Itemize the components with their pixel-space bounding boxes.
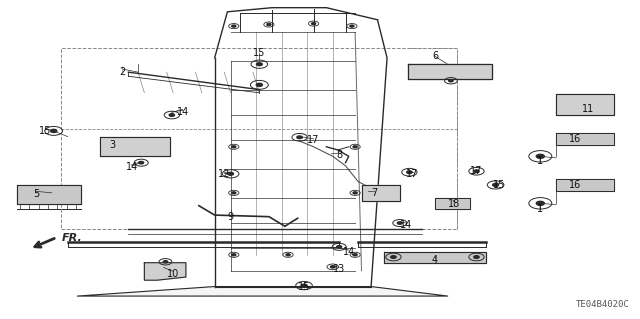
Text: 13: 13 bbox=[333, 264, 346, 274]
Text: 18: 18 bbox=[448, 199, 460, 209]
Text: 5: 5 bbox=[33, 189, 39, 199]
Polygon shape bbox=[435, 197, 470, 209]
Polygon shape bbox=[556, 179, 614, 191]
Circle shape bbox=[286, 254, 290, 256]
Circle shape bbox=[163, 261, 168, 263]
Polygon shape bbox=[556, 94, 614, 115]
Text: 17: 17 bbox=[307, 136, 320, 145]
Polygon shape bbox=[408, 64, 492, 78]
Text: 14: 14 bbox=[400, 219, 412, 230]
Polygon shape bbox=[145, 263, 186, 280]
Circle shape bbox=[474, 256, 479, 258]
Circle shape bbox=[169, 114, 175, 116]
Circle shape bbox=[493, 183, 499, 186]
Text: 12: 12 bbox=[218, 169, 230, 179]
Text: 14: 14 bbox=[125, 162, 138, 173]
Polygon shape bbox=[556, 133, 614, 145]
Text: 7: 7 bbox=[371, 188, 378, 198]
Circle shape bbox=[353, 192, 357, 194]
Text: TE04B4020C: TE04B4020C bbox=[576, 300, 630, 309]
Text: 10: 10 bbox=[167, 269, 179, 279]
Polygon shape bbox=[362, 185, 400, 201]
Circle shape bbox=[267, 24, 271, 26]
Circle shape bbox=[391, 256, 396, 258]
Circle shape bbox=[139, 161, 143, 164]
Bar bbox=[61, 48, 458, 229]
Polygon shape bbox=[384, 252, 486, 263]
Text: 17: 17 bbox=[470, 166, 483, 176]
Circle shape bbox=[536, 201, 545, 205]
Circle shape bbox=[474, 170, 479, 173]
Text: 15: 15 bbox=[253, 48, 266, 58]
Circle shape bbox=[407, 171, 412, 174]
Text: 14: 14 bbox=[177, 107, 189, 117]
Text: 16: 16 bbox=[570, 134, 582, 144]
Text: 15: 15 bbox=[39, 126, 52, 136]
Text: 1: 1 bbox=[537, 156, 543, 166]
Circle shape bbox=[297, 136, 302, 138]
Circle shape bbox=[232, 254, 236, 256]
Circle shape bbox=[232, 192, 236, 194]
Text: 2: 2 bbox=[119, 67, 125, 77]
Circle shape bbox=[232, 146, 236, 148]
Text: 16: 16 bbox=[570, 180, 582, 190]
Circle shape bbox=[397, 222, 403, 224]
Text: 3: 3 bbox=[109, 140, 115, 150]
Polygon shape bbox=[17, 185, 81, 204]
Polygon shape bbox=[100, 137, 170, 156]
Circle shape bbox=[232, 25, 236, 27]
Text: 6: 6 bbox=[432, 51, 438, 61]
Text: 8: 8 bbox=[336, 150, 342, 160]
Circle shape bbox=[536, 154, 545, 158]
Circle shape bbox=[350, 25, 354, 27]
Text: 14: 14 bbox=[342, 247, 355, 256]
Circle shape bbox=[257, 63, 262, 66]
Circle shape bbox=[312, 23, 316, 25]
Circle shape bbox=[449, 80, 453, 82]
Text: 9: 9 bbox=[228, 212, 234, 222]
Text: 11: 11 bbox=[582, 104, 595, 114]
Circle shape bbox=[301, 284, 307, 287]
Text: 15: 15 bbox=[298, 282, 310, 292]
Circle shape bbox=[337, 246, 342, 248]
Circle shape bbox=[51, 130, 57, 132]
Text: FR.: FR. bbox=[61, 233, 82, 243]
Circle shape bbox=[330, 266, 335, 268]
Text: 15: 15 bbox=[493, 180, 505, 190]
Text: 4: 4 bbox=[432, 255, 438, 264]
Polygon shape bbox=[77, 286, 448, 296]
Circle shape bbox=[228, 172, 234, 175]
Circle shape bbox=[256, 83, 262, 86]
Text: 1: 1 bbox=[537, 204, 543, 214]
Text: 17: 17 bbox=[406, 169, 419, 179]
Circle shape bbox=[353, 254, 357, 256]
Circle shape bbox=[353, 146, 357, 148]
